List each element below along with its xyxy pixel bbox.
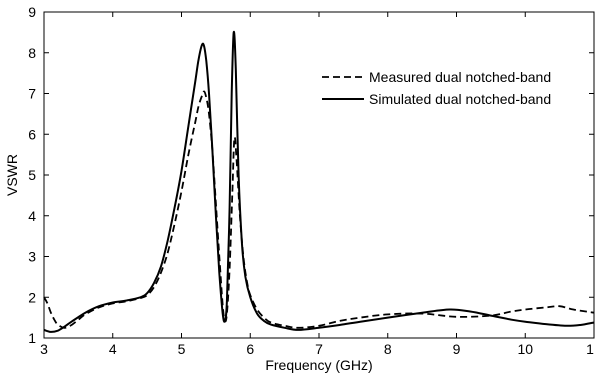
x-tick-label: 5 [178, 341, 186, 357]
y-tick-label: 6 [28, 126, 36, 142]
x-tick-label: 10 [517, 341, 533, 357]
legend-label-measured: Measured dual notched-band [369, 69, 551, 85]
y-tick-label: 5 [28, 167, 36, 183]
x-tick-label: 9 [453, 341, 461, 357]
x-axis-title: Frequency (GHz) [265, 357, 372, 373]
x-tick-label: 8 [384, 341, 392, 357]
y-tick-label: 3 [28, 249, 36, 265]
y-tick-label: 9 [28, 4, 36, 20]
x-tick-label: 1 [586, 341, 594, 357]
series-layer [43, 30, 595, 333]
plot-frame [43, 11, 595, 339]
y-tick-label: 8 [28, 45, 36, 61]
x-tick-label: 6 [246, 341, 254, 357]
legend: Measured dual notched-band Simulated dua… [322, 69, 551, 107]
legend-label-simulated: Simulated dual notched-band [369, 91, 551, 107]
x-tick-label: 4 [109, 341, 117, 357]
y-axis-title: VSWR [4, 154, 20, 196]
y-tick-label: 4 [28, 208, 36, 224]
series-line-simulated [43, 30, 595, 333]
y-tick-label: 1 [28, 330, 36, 346]
plot-background [44, 12, 594, 338]
x-tick-label: 7 [315, 341, 323, 357]
y-tick-label: 2 [28, 289, 36, 305]
y-tick-label: 7 [28, 86, 36, 102]
x-tick-label: 3 [40, 341, 48, 357]
series-line-measured [43, 90, 595, 329]
